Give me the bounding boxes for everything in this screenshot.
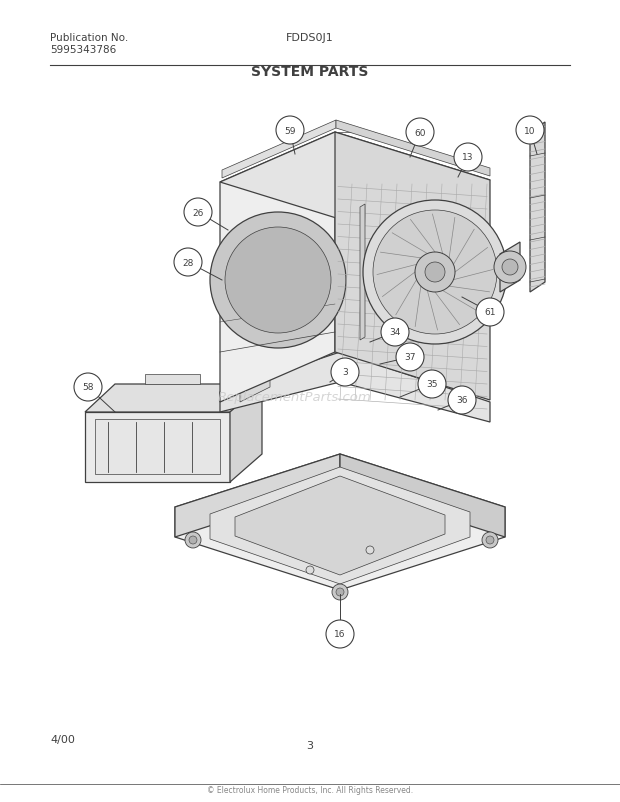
Text: 16: 16 [334,630,346,638]
Polygon shape [220,133,490,231]
Text: 26: 26 [192,209,204,217]
Circle shape [189,537,197,545]
Circle shape [418,371,446,399]
Circle shape [184,199,212,227]
Text: 5995343786: 5995343786 [50,45,117,55]
Text: 13: 13 [463,153,474,162]
Text: 59: 59 [284,127,296,136]
Text: 10: 10 [525,127,536,136]
Circle shape [502,260,518,276]
Text: FDDS0J1: FDDS0J1 [286,33,334,43]
Text: SYSTEM PARTS: SYSTEM PARTS [251,65,369,79]
Circle shape [331,358,359,387]
Polygon shape [360,205,365,341]
Polygon shape [240,363,270,403]
Polygon shape [335,133,490,400]
Text: 61: 61 [484,308,496,317]
Polygon shape [340,455,505,537]
Polygon shape [336,121,490,176]
Text: 3: 3 [306,740,314,750]
Polygon shape [500,243,520,293]
Circle shape [396,343,424,371]
Text: 34: 34 [389,328,401,337]
Text: 28: 28 [182,258,193,267]
Text: Publication No.: Publication No. [50,33,128,43]
Circle shape [415,253,455,293]
Circle shape [454,144,482,172]
Circle shape [74,374,102,402]
Text: © Electrolux Home Products, Inc. All Rights Reserved.: © Electrolux Home Products, Inc. All Rig… [207,785,413,794]
Circle shape [306,566,314,574]
Polygon shape [210,468,470,585]
Circle shape [366,546,374,554]
Polygon shape [85,412,230,482]
Circle shape [406,119,434,147]
Circle shape [425,263,445,282]
Polygon shape [220,353,490,423]
Text: 37: 37 [404,353,416,362]
Circle shape [363,200,507,345]
Circle shape [225,228,331,334]
Circle shape [185,533,201,549]
Text: 58: 58 [82,383,94,392]
Text: ReplacementParts.com: ReplacementParts.com [218,391,372,404]
Circle shape [381,318,409,346]
Circle shape [482,533,498,549]
Text: 35: 35 [427,380,438,389]
Circle shape [448,387,476,415]
Polygon shape [145,375,200,384]
Polygon shape [85,384,262,412]
Circle shape [210,213,346,349]
Circle shape [276,117,304,145]
Circle shape [516,117,544,145]
Circle shape [486,537,494,545]
Text: 36: 36 [456,396,467,405]
Polygon shape [175,455,505,590]
Polygon shape [230,384,262,482]
Circle shape [476,298,504,326]
Circle shape [336,588,344,596]
Polygon shape [235,476,445,575]
Circle shape [332,585,348,600]
Polygon shape [95,419,220,475]
Polygon shape [220,133,335,403]
Polygon shape [530,123,545,293]
Polygon shape [222,121,336,179]
Polygon shape [175,455,340,537]
Circle shape [494,252,526,284]
Text: 60: 60 [414,128,426,137]
Text: 4/00: 4/00 [50,734,75,744]
Circle shape [326,620,354,648]
Circle shape [174,249,202,277]
Text: 3: 3 [342,368,348,377]
Circle shape [373,211,497,334]
